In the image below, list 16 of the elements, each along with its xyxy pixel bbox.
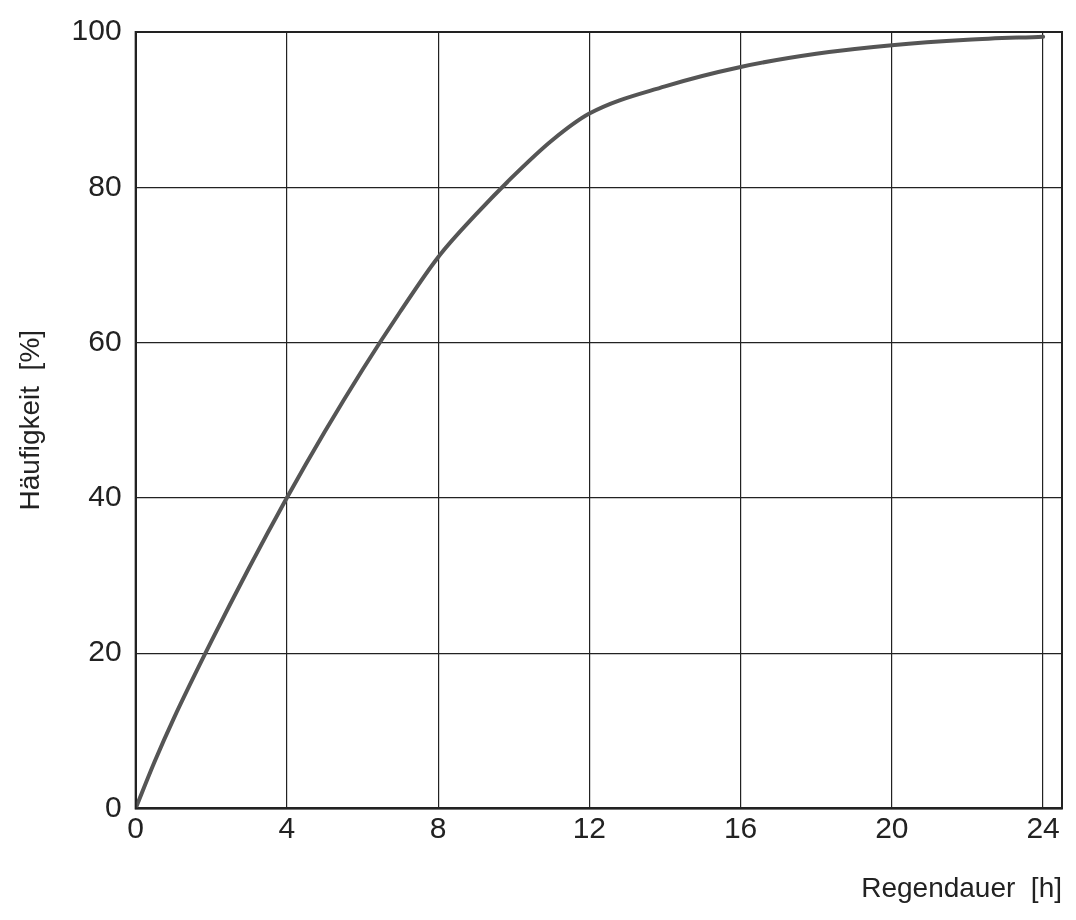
x-tick-label: 0: [127, 810, 144, 844]
y-tick-label: 40: [88, 479, 122, 513]
x-tick-label: 24: [1026, 810, 1060, 844]
y-tick-label: 80: [88, 168, 122, 202]
x-tick-label: 20: [875, 810, 909, 844]
y-tick-label: 60: [88, 323, 122, 357]
y-tick-label: 100: [71, 13, 122, 47]
y-tick-label: 0: [104, 789, 122, 823]
x-tick-label: 12: [572, 810, 607, 844]
y-axis-title: Häufigkeit [%]: [13, 329, 45, 511]
line-series: [135, 34, 1046, 809]
y-tick-label: 20: [88, 634, 122, 668]
x-tick-label: 4: [278, 810, 296, 844]
x-tick-label: 8: [429, 810, 447, 844]
x-axis-title: Regendauer [h]: [861, 871, 1062, 903]
x-tick-label: 16: [723, 810, 758, 844]
